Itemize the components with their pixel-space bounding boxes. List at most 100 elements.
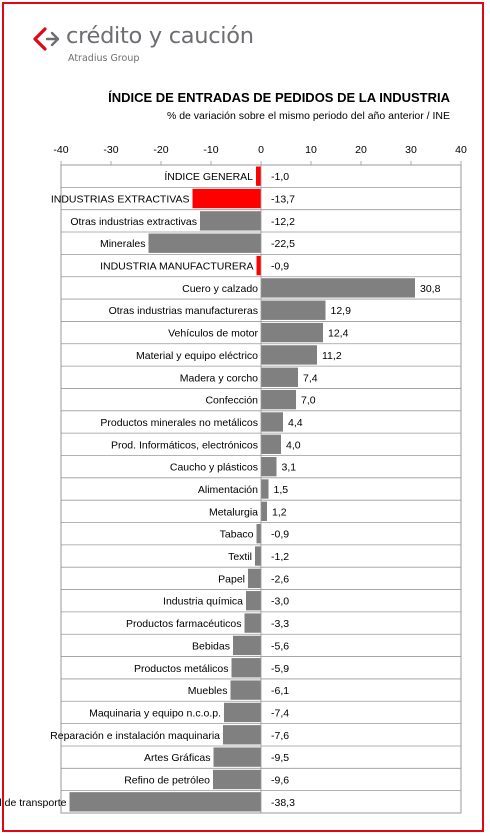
value-label: 3,1 xyxy=(282,462,297,474)
category-label: Otras industrias manufactureras xyxy=(109,305,258,317)
value-label: -7,6 xyxy=(271,730,289,742)
category-label: Otras industrias extractivas xyxy=(70,216,197,228)
category-label: Refino de petróleo xyxy=(124,774,210,786)
value-label: -1,0 xyxy=(271,171,289,183)
value-label: -3,0 xyxy=(271,596,289,608)
red-frame xyxy=(2,2,484,832)
value-label: -22,5 xyxy=(271,238,295,250)
x-tick-label: 0 xyxy=(258,144,264,156)
category-label: Madera y corcho xyxy=(180,372,258,384)
bar xyxy=(244,613,261,633)
value-label: 12,9 xyxy=(331,305,352,317)
value-label: 7,0 xyxy=(301,395,316,407)
value-label: -12,2 xyxy=(271,216,295,228)
category-label: Minerales xyxy=(100,238,146,250)
brand-name: crédito y caución xyxy=(66,23,254,49)
category-label: Metalurgia xyxy=(209,506,258,518)
value-label: -0,9 xyxy=(271,529,289,541)
category-label: Bebidas xyxy=(192,640,230,652)
bar xyxy=(148,233,261,253)
value-label: 7,4 xyxy=(303,372,318,384)
value-label: 30,8 xyxy=(420,283,441,295)
category-label: Artes Gráficas xyxy=(144,752,211,764)
bar xyxy=(230,680,261,700)
bar xyxy=(224,702,261,723)
category-label: Alimentación xyxy=(198,484,258,496)
bar xyxy=(69,792,261,812)
x-tick-label: 20 xyxy=(355,144,367,156)
category-label: Prod. Informáticos, electrónicos xyxy=(111,439,258,451)
bar xyxy=(261,345,317,365)
category-label: Textil xyxy=(228,551,252,563)
value-label: -9,5 xyxy=(271,752,289,764)
bar xyxy=(231,658,261,678)
bar xyxy=(255,546,261,566)
category-label: Muebles xyxy=(188,685,228,697)
category-label: Reparación e instalación maquinaria xyxy=(50,730,220,742)
bar xyxy=(261,412,283,432)
value-label: -1,2 xyxy=(271,551,289,563)
bar xyxy=(213,747,261,767)
category-label: Industria química xyxy=(163,596,243,608)
bar xyxy=(261,479,269,499)
category-label: Papel xyxy=(218,573,245,585)
value-label: -7,4 xyxy=(271,707,289,719)
bar xyxy=(233,635,261,656)
value-label: 1,2 xyxy=(272,506,287,518)
bar xyxy=(200,211,261,231)
bar xyxy=(213,769,261,790)
category-label: Confección xyxy=(205,395,258,407)
category-label: Productos farmacéuticos xyxy=(126,618,242,630)
category-label: Productos metálicos xyxy=(134,663,229,675)
value-label: -6,1 xyxy=(271,685,289,697)
brand-logo: crédito y caución Atradius Group xyxy=(32,22,272,70)
x-tick-label: -30 xyxy=(103,144,118,156)
bar xyxy=(261,367,298,387)
bar xyxy=(261,322,323,343)
bar xyxy=(256,524,261,544)
bar xyxy=(261,300,326,320)
bar xyxy=(248,568,261,589)
category-label: Productos minerales no metálicos xyxy=(100,417,258,429)
value-label: -5,6 xyxy=(271,640,289,652)
x-tick-label: -40 xyxy=(53,144,68,156)
category-label: Material y equipo eléctrico xyxy=(136,350,258,362)
value-label: -13,7 xyxy=(271,194,295,206)
value-label: -38,3 xyxy=(271,797,295,809)
category-label: Cuero y calzado xyxy=(182,283,258,295)
category-label: INDUSTRIA MANUFACTURERA xyxy=(100,261,253,273)
value-label: 1,5 xyxy=(274,484,289,496)
value-label: -3,3 xyxy=(271,618,289,630)
value-label: 4,4 xyxy=(288,417,303,429)
bar xyxy=(256,255,261,276)
x-tick-label: -20 xyxy=(153,144,168,156)
category-label: INDUSTRIAS EXTRACTIVAS xyxy=(51,194,190,206)
x-tick-label: -10 xyxy=(203,144,218,156)
chart-subtitle: % de variación sobre el mismo periodo de… xyxy=(166,110,450,122)
category-label: Maquinaria y equipo n.c.o.p. xyxy=(89,707,221,719)
value-label: -5,9 xyxy=(271,663,289,675)
bar xyxy=(192,188,261,209)
bar xyxy=(256,166,261,186)
value-label: -9,6 xyxy=(271,774,289,786)
brand-arrow-icon xyxy=(33,27,60,51)
category-label: Otro material de transporte xyxy=(0,797,67,809)
bar xyxy=(223,725,261,745)
chart-title: ÍNDICE DE ENTRADAS DE PEDIDOS DE LA INDU… xyxy=(108,90,450,105)
value-label: 11,2 xyxy=(322,350,342,362)
bar xyxy=(261,501,267,522)
value-label: 4,0 xyxy=(286,439,301,451)
category-label: Tabaco xyxy=(220,529,254,541)
category-label: Vehículos de motor xyxy=(168,328,258,340)
value-label: -0,9 xyxy=(271,261,289,273)
x-tick-label: 10 xyxy=(305,144,317,156)
brand-subtitle: Atradius Group xyxy=(68,53,140,64)
bar xyxy=(246,591,261,611)
bar xyxy=(261,456,277,477)
category-label: ÍNDICE GENERAL xyxy=(164,170,253,183)
category-label: Caucho y plásticos xyxy=(170,462,258,474)
bar xyxy=(261,389,296,410)
x-tick-label: 30 xyxy=(405,144,417,156)
value-label: 12,4 xyxy=(328,328,349,340)
